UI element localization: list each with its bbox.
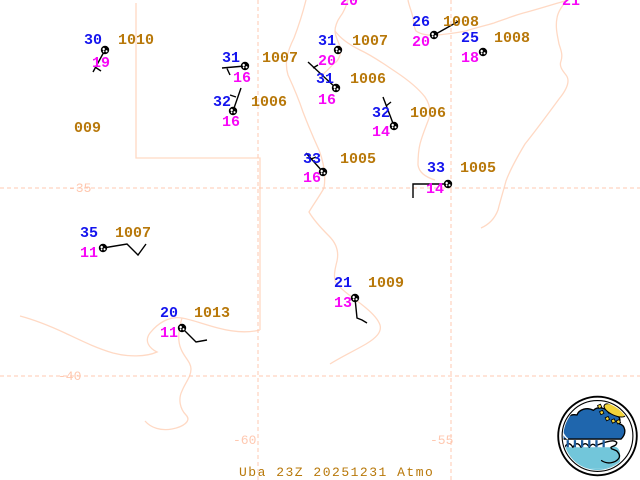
svg-text:1013: 1013 [194,305,230,322]
svg-text:20: 20 [412,34,430,51]
svg-text:11: 11 [160,325,178,342]
svg-text:33: 33 [427,160,445,177]
svg-text:33: 33 [303,151,321,168]
svg-text:1005: 1005 [340,151,376,168]
svg-text:009: 009 [74,120,101,137]
svg-text:1008: 1008 [443,14,479,31]
svg-text:-55: -55 [430,433,453,448]
svg-text:13: 13 [334,295,352,312]
svg-text:32: 32 [372,105,390,122]
svg-text:1006: 1006 [410,105,446,122]
svg-text:Uba 23Z 20251231 Atmo: Uba 23Z 20251231 Atmo [239,465,434,480]
svg-text:11: 11 [80,245,98,262]
svg-text:1006: 1006 [251,94,287,111]
svg-text:20: 20 [318,53,336,70]
svg-text:21: 21 [562,0,580,10]
svg-text:14: 14 [426,181,444,198]
svg-text:16: 16 [303,170,321,187]
svg-text:20: 20 [160,305,178,322]
svg-text:21: 21 [334,275,352,292]
svg-text:-60: -60 [233,433,256,448]
svg-text:31: 31 [316,71,334,88]
svg-text:35: 35 [80,225,98,242]
svg-text:26: 26 [412,14,430,31]
svg-text:31: 31 [318,33,336,50]
svg-text:25: 25 [461,30,479,47]
svg-text:1005: 1005 [460,160,496,177]
svg-text:-40: -40 [58,369,81,384]
svg-text:18: 18 [461,50,479,67]
svg-text:16: 16 [222,114,240,131]
svg-text:32: 32 [213,94,231,111]
svg-text:31: 31 [222,50,240,67]
svg-text:1009: 1009 [368,275,404,292]
svg-text:20: 20 [340,0,358,10]
svg-text:1007: 1007 [262,50,298,67]
svg-text:1007: 1007 [115,225,151,242]
svg-text:19: 19 [92,55,110,72]
svg-text:1007: 1007 [352,33,388,50]
svg-text:1008: 1008 [494,30,530,47]
svg-text:16: 16 [318,92,336,109]
svg-text:1010: 1010 [118,32,154,49]
svg-text:1006: 1006 [350,71,386,88]
svg-text:16: 16 [233,70,251,87]
svg-text:30: 30 [84,32,102,49]
svg-text:-35: -35 [68,181,91,196]
svg-text:14: 14 [372,124,390,141]
